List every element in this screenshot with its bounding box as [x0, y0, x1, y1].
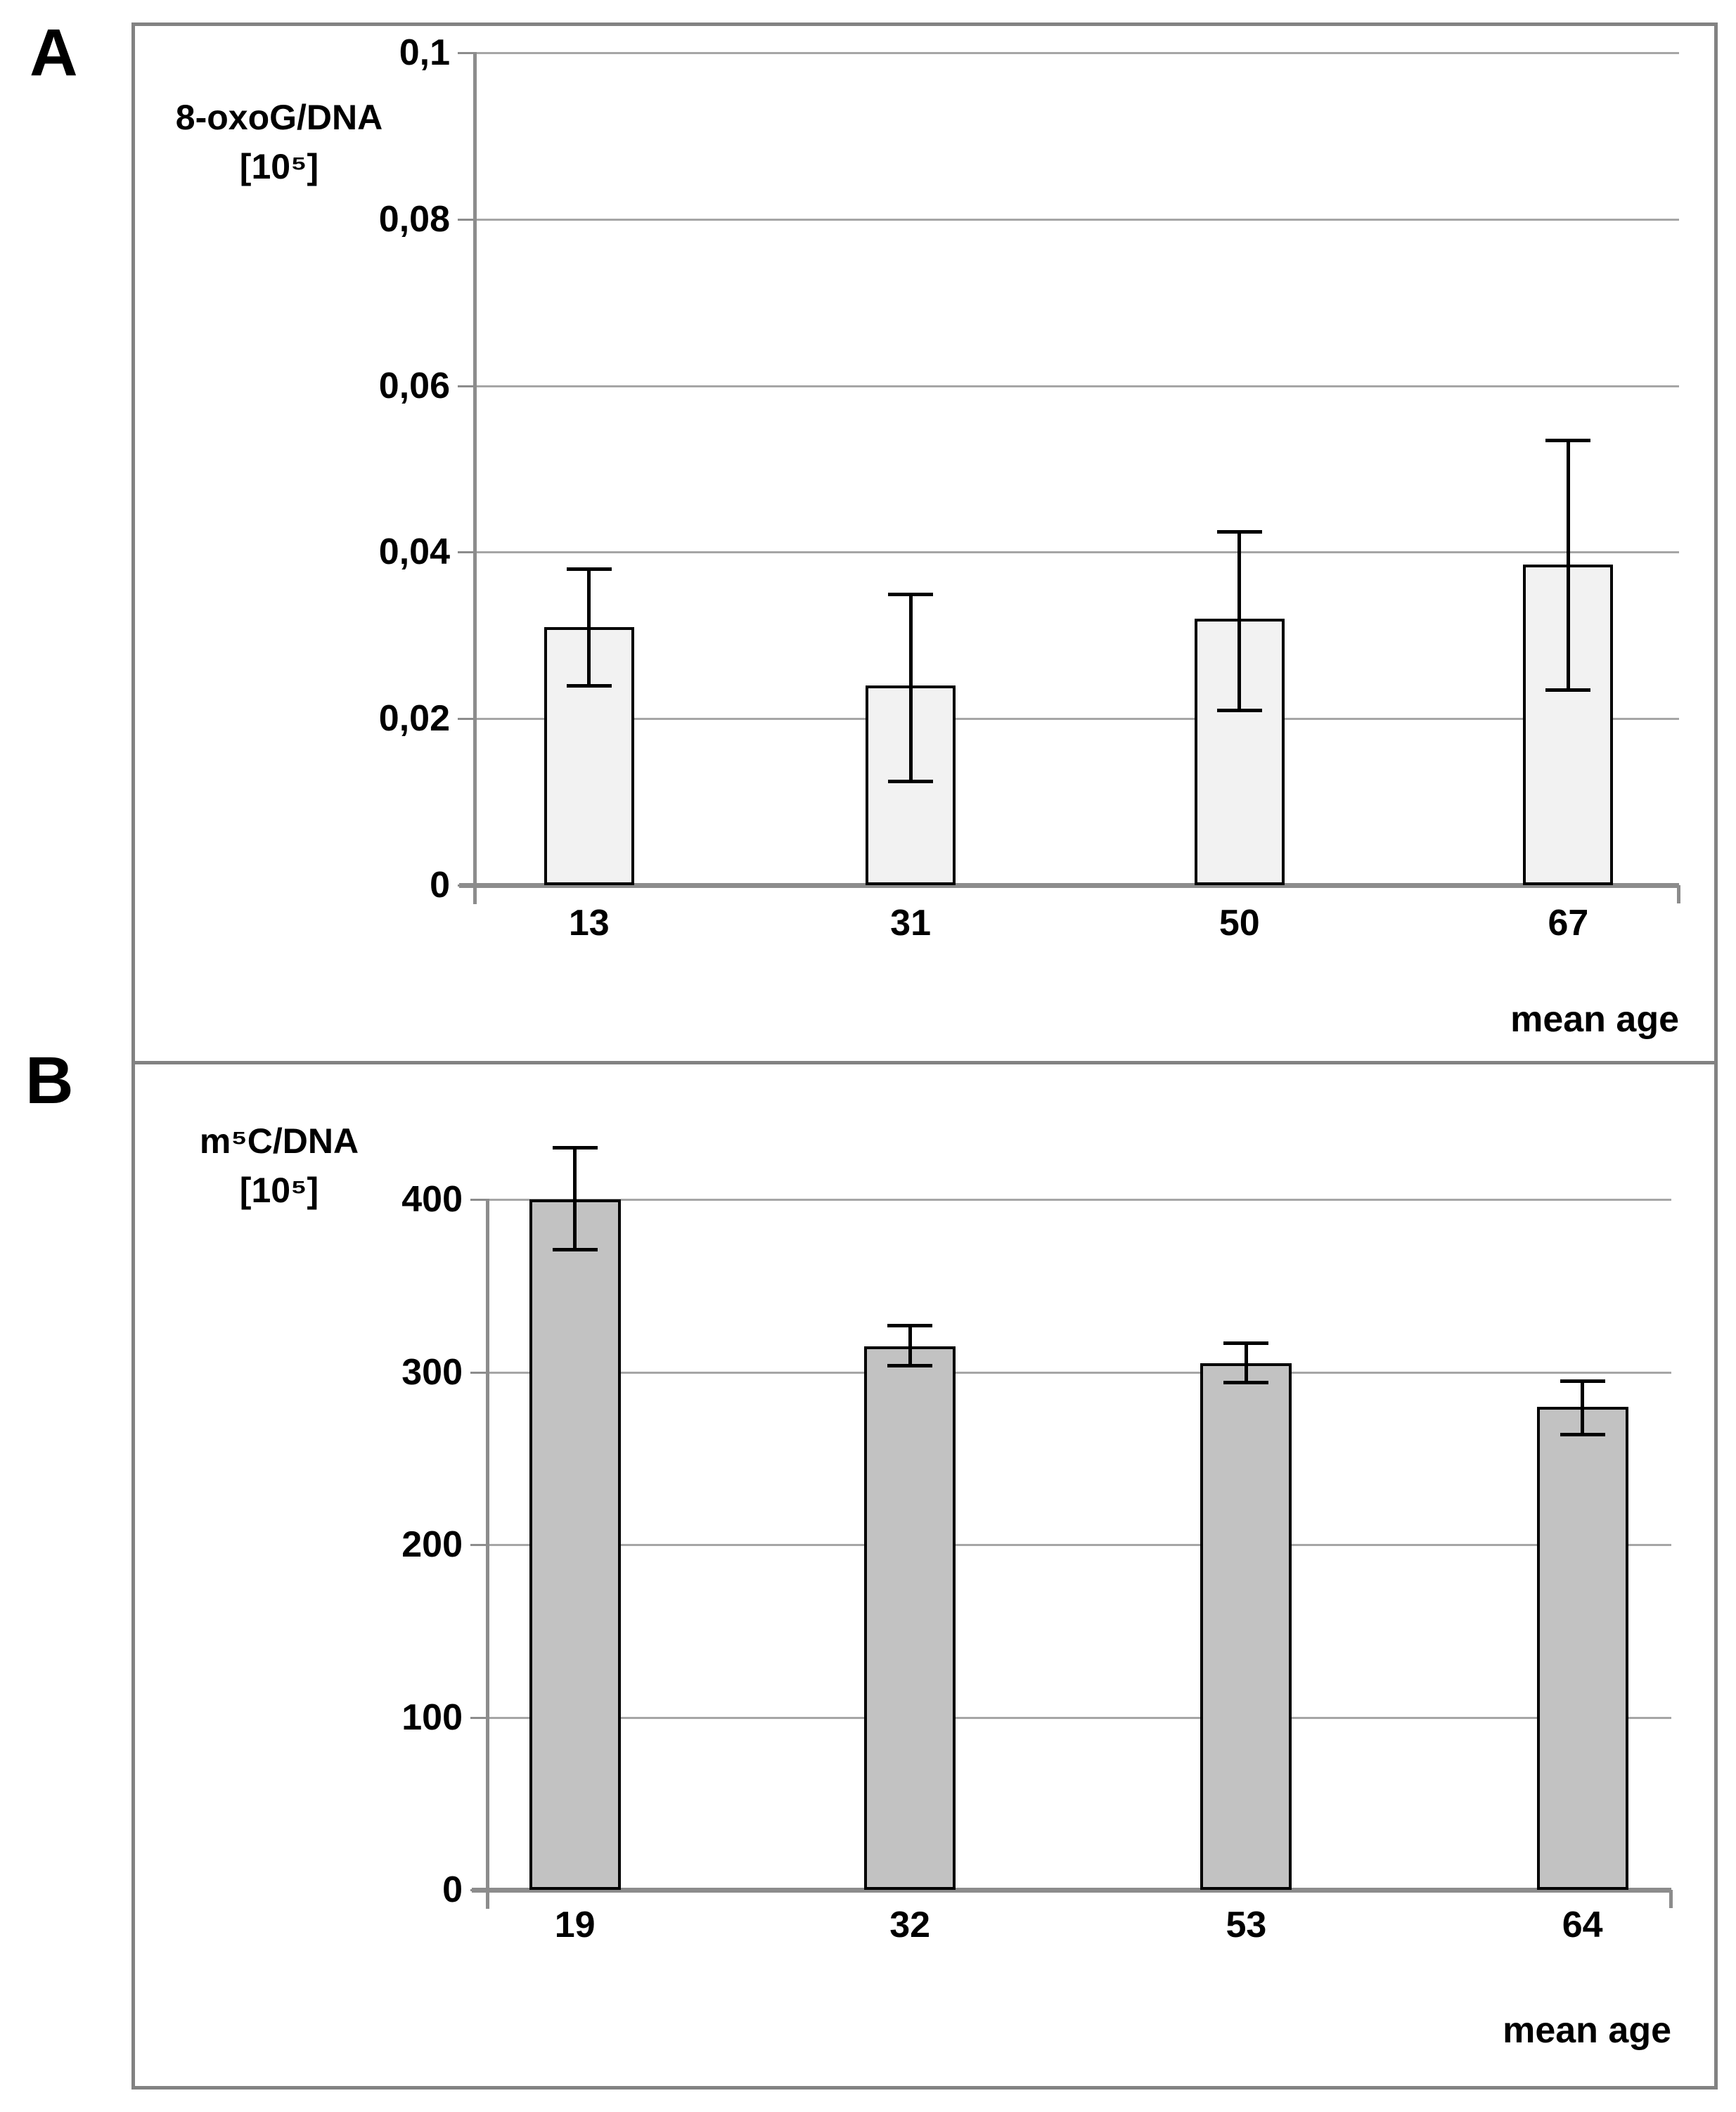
panel-a-error-bar-age-67 [1566, 439, 1570, 690]
panel-a-error-bar-age-50 [1237, 531, 1242, 711]
panel-b-error-bar-age-19 [573, 1147, 577, 1250]
panel-a-x-tick-label-age-31: 31 [890, 903, 932, 944]
panel-a-y-tick-label: 0,1 [399, 32, 450, 73]
panel-a-y-tick-label: 0,08 [378, 198, 450, 240]
panel-a-error-cap-bottom-age-31 [888, 780, 934, 783]
panel-a-bar-age-13 [544, 626, 634, 885]
panel-b-x-tick-label-age-64: 64 [1562, 1905, 1603, 1945]
panel-b-gridline [487, 1716, 1671, 1719]
panel-b-gridline [487, 1199, 1671, 1201]
panel-b-error-cap-top-age-32 [887, 1324, 933, 1328]
panel-a-gridline [475, 385, 1679, 387]
panel-a-y-tick-mark [458, 52, 475, 54]
panel-b-y-tick-mark [470, 1371, 487, 1374]
panel-a-y-tick-label: 0,06 [378, 365, 450, 406]
panel-a-error-bar-age-31 [908, 593, 913, 781]
panel-a-y-tick-mark [458, 718, 475, 721]
y-axis-title-panel-b-line2: [10⁵] [239, 1171, 319, 1210]
panel-b-error-bar-age-64 [1581, 1380, 1585, 1434]
panel-b-gridline [487, 1544, 1671, 1546]
panel-a-y-axis-line [473, 52, 477, 904]
panel-b-bar-age-19 [529, 1199, 621, 1890]
panel-b-x-axis-end-tick [1669, 1890, 1673, 1908]
panel-a-x-axis-title: mean age [1510, 999, 1679, 1040]
panel-a-y-tick-mark [458, 218, 475, 221]
panel-b-bar-age-53 [1200, 1363, 1292, 1890]
panel-a-letter: A [30, 15, 78, 90]
y-axis-title-panel-b-line1: m⁵C/DNA [199, 1121, 359, 1161]
panel-a-error-bar-age-13 [587, 569, 591, 685]
panel-a-x-tick-label-age-67: 67 [1548, 903, 1589, 944]
panel-b-y-axis-line [486, 1199, 489, 1909]
panel-b-x-axis-line [472, 1888, 1671, 1893]
panel-a-error-cap-top-age-50 [1216, 529, 1262, 534]
panel-a-error-cap-top-age-67 [1545, 438, 1591, 442]
panel-a-gridline [475, 551, 1679, 554]
panel-b-gridline [487, 1371, 1671, 1374]
panel-b-error-cap-bottom-age-32 [887, 1363, 933, 1367]
panel-b-y-tick-label: 400 [401, 1179, 463, 1220]
panel-b-bar-age-64 [1536, 1406, 1628, 1890]
panel-a-error-cap-bottom-age-13 [566, 683, 612, 688]
panel-b-error-cap-top-age-53 [1223, 1341, 1269, 1345]
panel-b-error-bar-age-53 [1244, 1342, 1248, 1383]
y-axis-title-panel-b: m⁵C/DNA [10⁵] [139, 1116, 420, 1215]
panel-a-error-cap-top-age-31 [888, 592, 934, 596]
panel-b-x-tick-label-age-53: 53 [1226, 1905, 1267, 1945]
panel-b-y-tick-mark [470, 1544, 487, 1546]
y-axis-title-panel-a-line2: [10⁵] [239, 147, 319, 186]
panel-b-y-tick-mark [470, 1716, 487, 1719]
panel-b-error-cap-bottom-age-53 [1223, 1381, 1269, 1385]
panel-a-error-cap-top-age-13 [566, 567, 612, 572]
panel-a-x-axis-end-tick [1677, 885, 1680, 903]
panel-b-error-cap-top-age-19 [552, 1146, 598, 1150]
panel-b-y-tick-label: 200 [401, 1524, 463, 1565]
panel-a-gridline [475, 218, 1679, 221]
y-axis-title-panel-a-line1: 8-oxoG/DNA [175, 98, 383, 137]
panel-b-y-tick-label: 100 [401, 1696, 463, 1738]
panel-b-error-cap-top-age-64 [1560, 1379, 1605, 1383]
y-axis-title-panel-a: 8-oxoG/DNA [10⁵] [139, 93, 420, 191]
panel-b-y-tick-mark [470, 1199, 487, 1201]
panel-a-gridline [475, 718, 1679, 721]
panel-a-x-axis-line [459, 883, 1679, 888]
panel-a-y-tick-mark [458, 551, 475, 554]
panel-b-y-tick-label: 300 [401, 1351, 463, 1393]
panel-a-x-tick-label-age-13: 13 [568, 903, 610, 944]
panel-b-x-tick-label-age-32: 32 [889, 1905, 931, 1945]
panel-a-box [131, 22, 1718, 1064]
panel-b-error-cap-bottom-age-64 [1560, 1432, 1605, 1436]
panel-b-error-cap-bottom-age-19 [552, 1248, 598, 1252]
panel-a-y-tick-label: 0,02 [378, 698, 450, 740]
panel-b-x-tick-label-age-19: 19 [554, 1905, 596, 1945]
panel-a-y-tick-label: 0,04 [378, 532, 450, 573]
panel-b-letter: B [25, 1043, 74, 1118]
panel-a-error-cap-bottom-age-50 [1216, 709, 1262, 713]
panel-a-y-tick-label: 0 [430, 865, 450, 906]
panel-a-x-tick-label-age-50: 50 [1219, 903, 1260, 944]
panel-b-y-tick-label: 0 [442, 1869, 463, 1910]
panel-a-y-tick-mark [458, 385, 475, 387]
panel-a-gridline [475, 52, 1679, 54]
panel-b-bar-age-32 [864, 1346, 956, 1890]
panel-b-error-bar-age-32 [908, 1325, 912, 1365]
panel-b-x-axis-title: mean age [1503, 2010, 1671, 2051]
panel-a-error-cap-bottom-age-67 [1545, 688, 1591, 692]
